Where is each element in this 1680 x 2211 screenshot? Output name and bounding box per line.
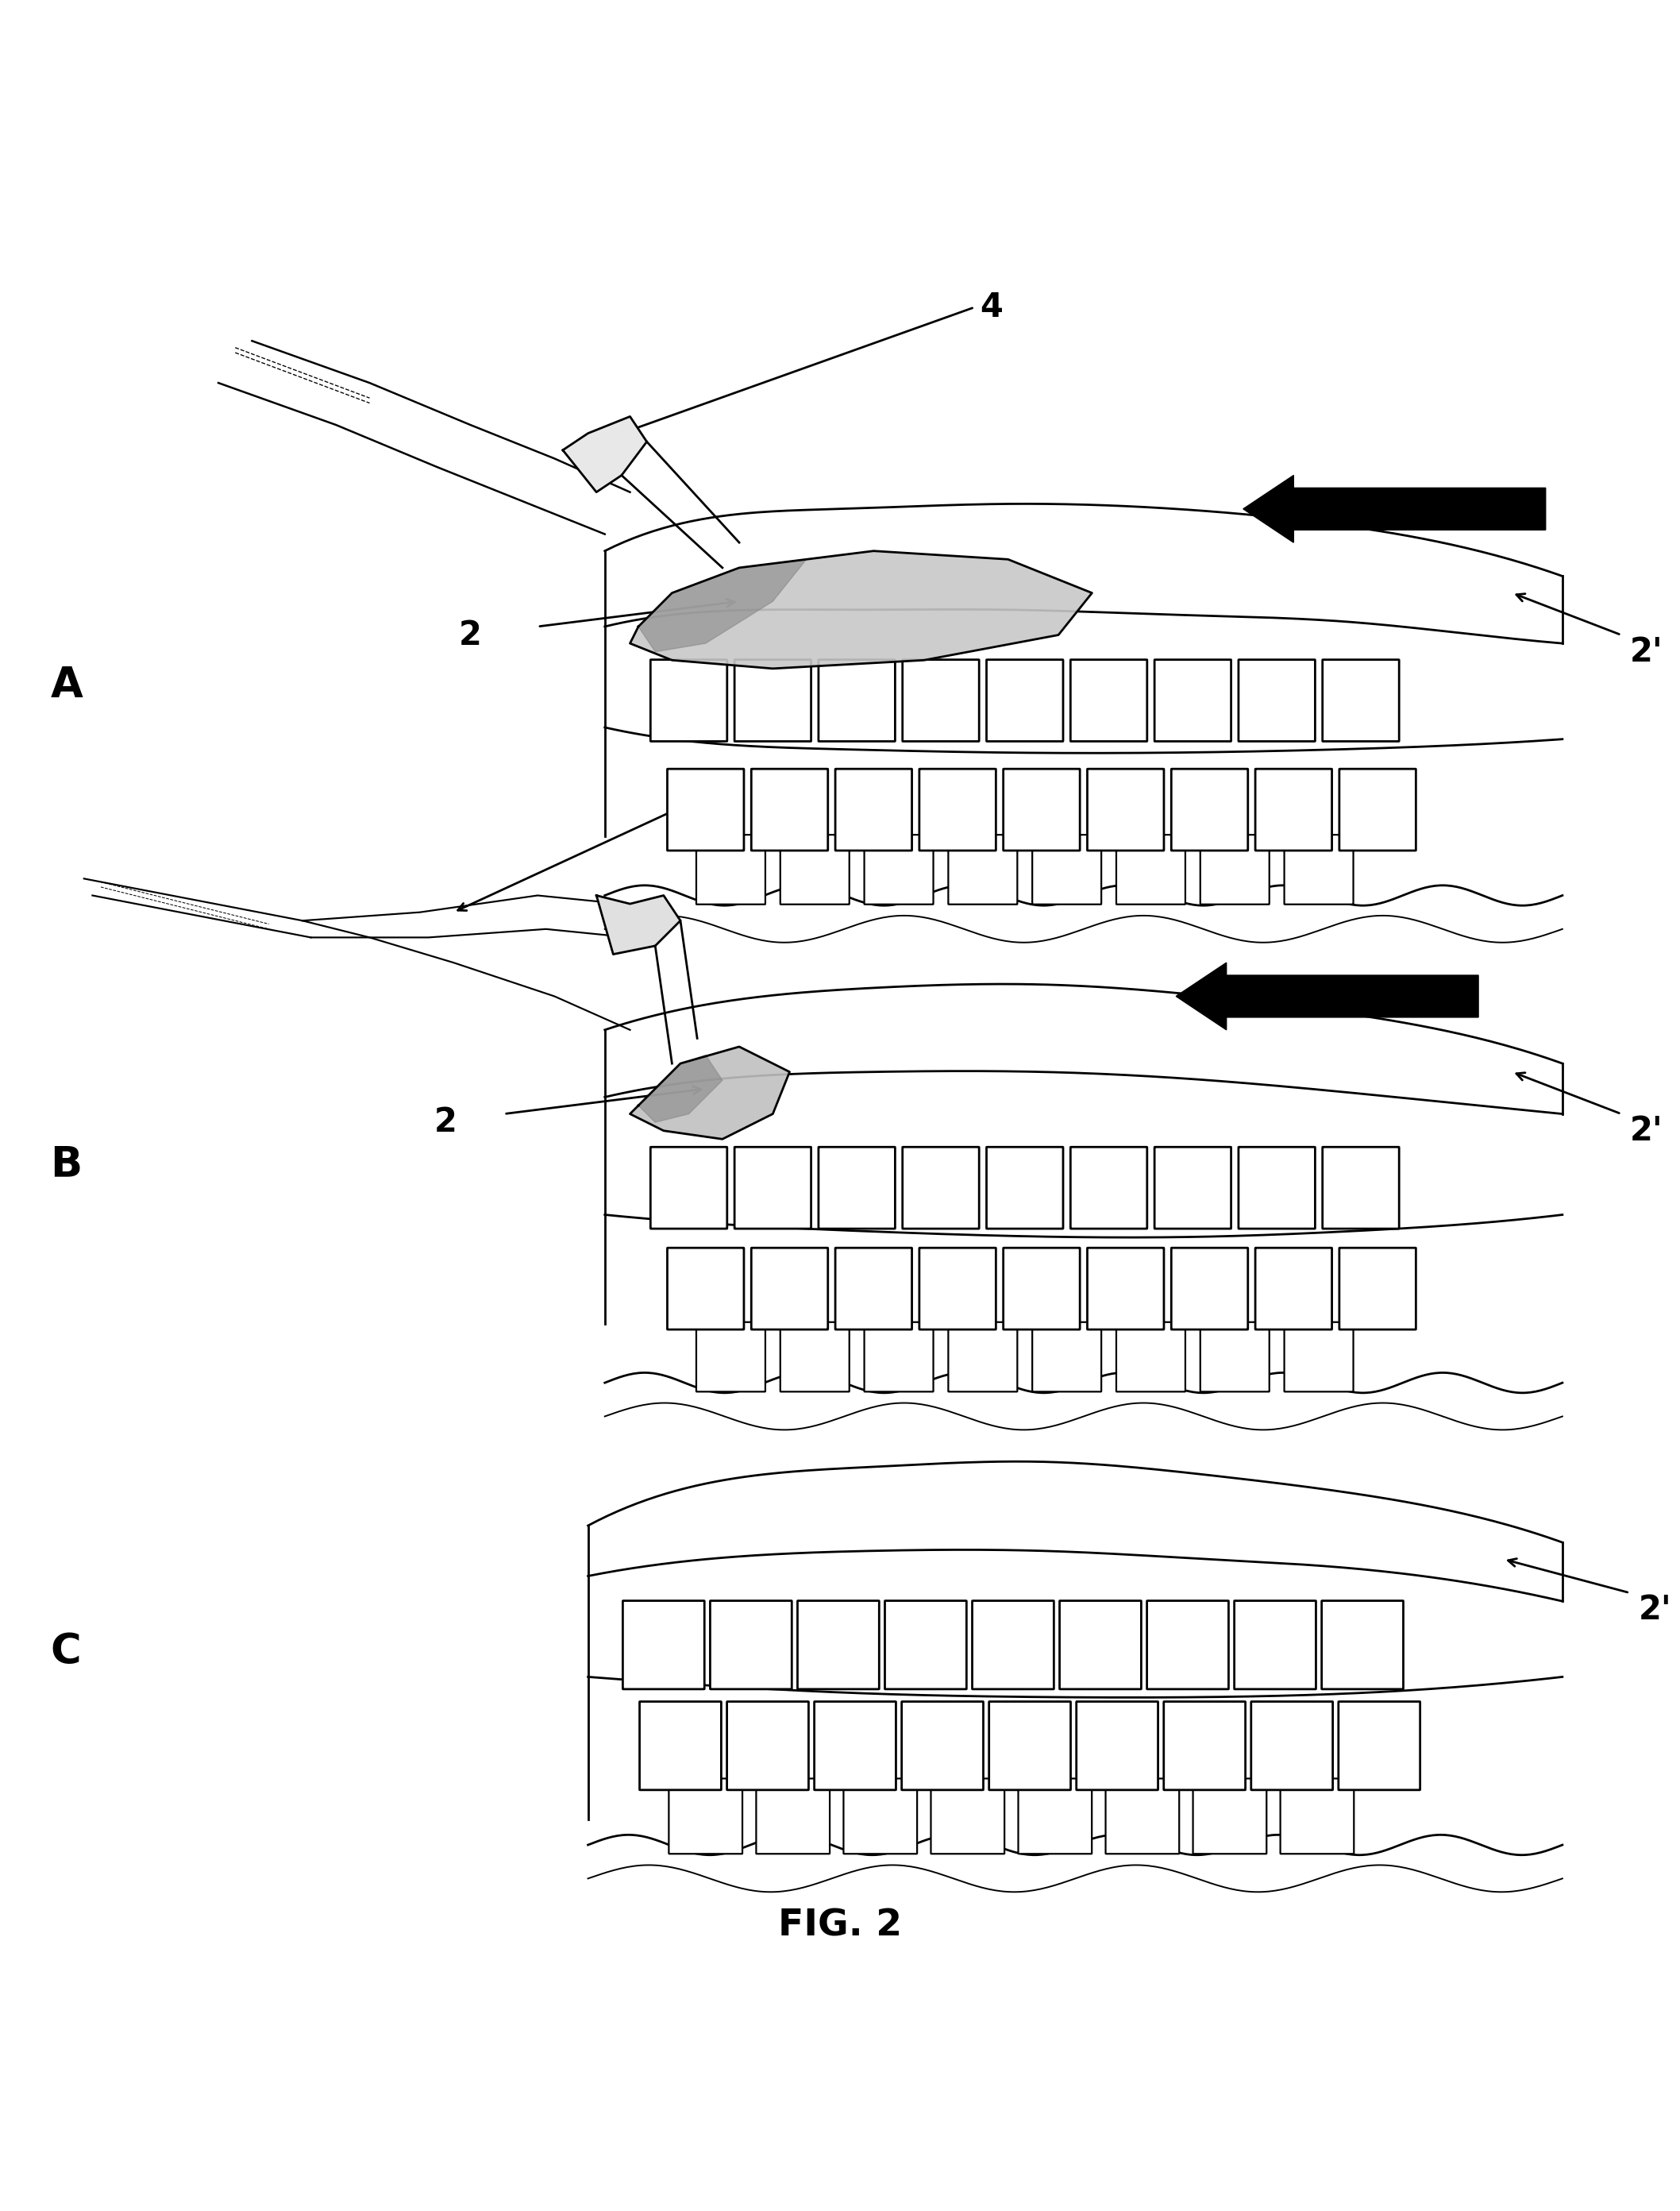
FancyBboxPatch shape <box>1032 836 1102 904</box>
FancyBboxPatch shape <box>902 1702 983 1791</box>
FancyBboxPatch shape <box>1200 1322 1270 1391</box>
FancyBboxPatch shape <box>1070 1148 1147 1229</box>
FancyBboxPatch shape <box>1339 1247 1416 1329</box>
FancyBboxPatch shape <box>667 1247 744 1329</box>
FancyArrow shape <box>1243 475 1546 542</box>
FancyBboxPatch shape <box>1171 769 1248 851</box>
FancyBboxPatch shape <box>843 1778 917 1853</box>
FancyBboxPatch shape <box>1235 1601 1315 1689</box>
FancyBboxPatch shape <box>696 836 766 904</box>
FancyBboxPatch shape <box>1018 1778 1092 1853</box>
Text: 2: 2 <box>459 619 482 652</box>
FancyBboxPatch shape <box>1322 1601 1403 1689</box>
FancyBboxPatch shape <box>885 1601 966 1689</box>
FancyBboxPatch shape <box>986 659 1063 741</box>
Text: 4: 4 <box>685 778 709 811</box>
FancyBboxPatch shape <box>864 836 934 904</box>
FancyBboxPatch shape <box>751 1247 828 1329</box>
FancyBboxPatch shape <box>734 659 811 741</box>
FancyBboxPatch shape <box>818 659 895 741</box>
FancyBboxPatch shape <box>902 659 979 741</box>
Polygon shape <box>596 895 680 955</box>
FancyBboxPatch shape <box>1077 1702 1158 1791</box>
FancyBboxPatch shape <box>973 1601 1053 1689</box>
FancyBboxPatch shape <box>780 836 850 904</box>
FancyBboxPatch shape <box>990 1702 1070 1791</box>
FancyBboxPatch shape <box>623 1601 704 1689</box>
FancyBboxPatch shape <box>948 836 1018 904</box>
FancyBboxPatch shape <box>780 1322 850 1391</box>
FancyBboxPatch shape <box>835 769 912 851</box>
FancyBboxPatch shape <box>798 1601 879 1689</box>
FancyBboxPatch shape <box>1116 836 1186 904</box>
FancyBboxPatch shape <box>1322 659 1399 741</box>
FancyBboxPatch shape <box>669 1778 743 1853</box>
Polygon shape <box>563 416 647 493</box>
FancyBboxPatch shape <box>902 1148 979 1229</box>
FancyBboxPatch shape <box>1116 1322 1186 1391</box>
FancyBboxPatch shape <box>1154 659 1231 741</box>
FancyBboxPatch shape <box>1339 1702 1420 1791</box>
FancyBboxPatch shape <box>1087 769 1164 851</box>
FancyBboxPatch shape <box>1322 1148 1399 1229</box>
FancyBboxPatch shape <box>640 1702 721 1791</box>
FancyBboxPatch shape <box>1087 1247 1164 1329</box>
FancyBboxPatch shape <box>1255 769 1332 851</box>
FancyBboxPatch shape <box>650 659 727 741</box>
Text: 4: 4 <box>979 290 1003 325</box>
FancyBboxPatch shape <box>919 1247 996 1329</box>
FancyBboxPatch shape <box>1003 1247 1080 1329</box>
Text: 2': 2' <box>1630 1114 1663 1148</box>
FancyBboxPatch shape <box>1154 1148 1231 1229</box>
FancyBboxPatch shape <box>1238 1148 1315 1229</box>
FancyBboxPatch shape <box>1105 1778 1179 1853</box>
Polygon shape <box>638 559 806 652</box>
FancyBboxPatch shape <box>815 1702 895 1791</box>
FancyBboxPatch shape <box>931 1778 1005 1853</box>
FancyBboxPatch shape <box>948 1322 1018 1391</box>
FancyBboxPatch shape <box>1164 1702 1245 1791</box>
FancyBboxPatch shape <box>1147 1601 1228 1689</box>
Polygon shape <box>638 1055 722 1123</box>
FancyBboxPatch shape <box>818 1148 895 1229</box>
FancyBboxPatch shape <box>1200 836 1270 904</box>
FancyBboxPatch shape <box>696 1322 766 1391</box>
FancyBboxPatch shape <box>1238 659 1315 741</box>
Text: 2: 2 <box>433 1106 457 1139</box>
FancyBboxPatch shape <box>1171 1247 1248 1329</box>
FancyBboxPatch shape <box>1070 659 1147 741</box>
FancyBboxPatch shape <box>864 1322 934 1391</box>
Polygon shape <box>630 551 1092 668</box>
FancyBboxPatch shape <box>1280 1778 1354 1853</box>
Text: 2': 2' <box>1630 635 1663 668</box>
FancyBboxPatch shape <box>1003 769 1080 851</box>
FancyBboxPatch shape <box>919 769 996 851</box>
FancyBboxPatch shape <box>1032 1322 1102 1391</box>
FancyBboxPatch shape <box>711 1601 791 1689</box>
FancyBboxPatch shape <box>1284 1322 1354 1391</box>
FancyArrow shape <box>1176 962 1478 1030</box>
FancyBboxPatch shape <box>727 1702 808 1791</box>
FancyBboxPatch shape <box>1255 1247 1332 1329</box>
FancyBboxPatch shape <box>650 1148 727 1229</box>
Text: A: A <box>50 666 82 705</box>
Polygon shape <box>630 1046 790 1139</box>
FancyBboxPatch shape <box>751 769 828 851</box>
FancyBboxPatch shape <box>1339 769 1416 851</box>
FancyBboxPatch shape <box>986 1148 1063 1229</box>
FancyBboxPatch shape <box>734 1148 811 1229</box>
FancyBboxPatch shape <box>756 1778 830 1853</box>
FancyBboxPatch shape <box>835 1247 912 1329</box>
FancyBboxPatch shape <box>1284 836 1354 904</box>
Text: C: C <box>50 1632 81 1672</box>
FancyBboxPatch shape <box>667 769 744 851</box>
FancyBboxPatch shape <box>1060 1601 1141 1689</box>
Text: B: B <box>50 1143 82 1185</box>
Text: FIG. 2: FIG. 2 <box>778 1908 902 1943</box>
FancyBboxPatch shape <box>1252 1702 1332 1791</box>
Text: 2': 2' <box>1638 1592 1672 1627</box>
FancyBboxPatch shape <box>1193 1778 1267 1853</box>
